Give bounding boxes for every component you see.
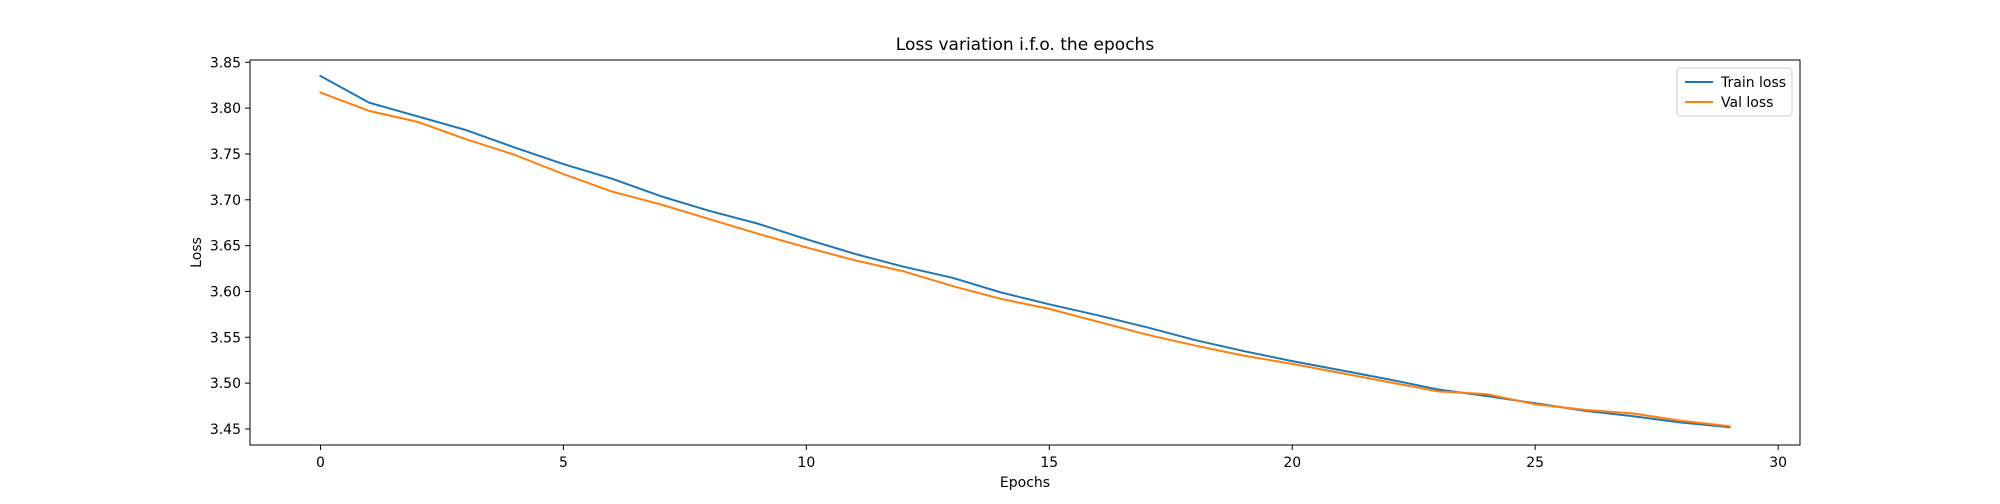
x-tick-label-6: 30	[1769, 455, 1787, 471]
series-line-1	[319, 91, 1731, 428]
axis-ticks: 0 5 10 15 20 25 30 3.45 3.50 3.55 3.60 3.65 3.70 3.75…	[210, 55, 1787, 471]
plot-frame	[249, 59, 1801, 446]
x-tick-label-5: 25	[1526, 455, 1544, 471]
x-axis-label: Epochs	[1000, 475, 1050, 491]
x-tick-label-2: 10	[797, 455, 815, 471]
legend-label-1: Val loss	[1721, 95, 1773, 111]
y-tick-label-2: 3.55	[210, 330, 241, 346]
legend-label-0: Train loss	[1720, 75, 1786, 91]
y-tick-label-7: 3.80	[210, 101, 241, 117]
legend-box	[1676, 67, 1793, 117]
y-tick-label-3: 3.60	[210, 284, 241, 300]
y-tick-label-4: 3.65	[210, 239, 241, 255]
x-tick-label-0: 0	[316, 455, 325, 471]
y-tick-label-6: 3.75	[210, 147, 241, 163]
x-tick-label-3: 15	[1040, 455, 1058, 471]
y-tick-label-0: 3.45	[210, 422, 241, 438]
legend: Train loss Val loss	[1676, 67, 1793, 117]
y-tick-label-8: 3.85	[210, 55, 241, 71]
series-lines	[319, 74, 1731, 429]
y-tick-label-1: 3.50	[210, 376, 241, 392]
x-tick-label-1: 5	[559, 455, 568, 471]
chart-title: Loss variation i.f.o. the epochs	[896, 35, 1155, 55]
y-axis-label: Loss	[189, 237, 205, 268]
series-line-0	[319, 74, 1731, 429]
x-tick-label-4: 20	[1283, 455, 1301, 471]
y-tick-label-5: 3.70	[210, 193, 241, 209]
